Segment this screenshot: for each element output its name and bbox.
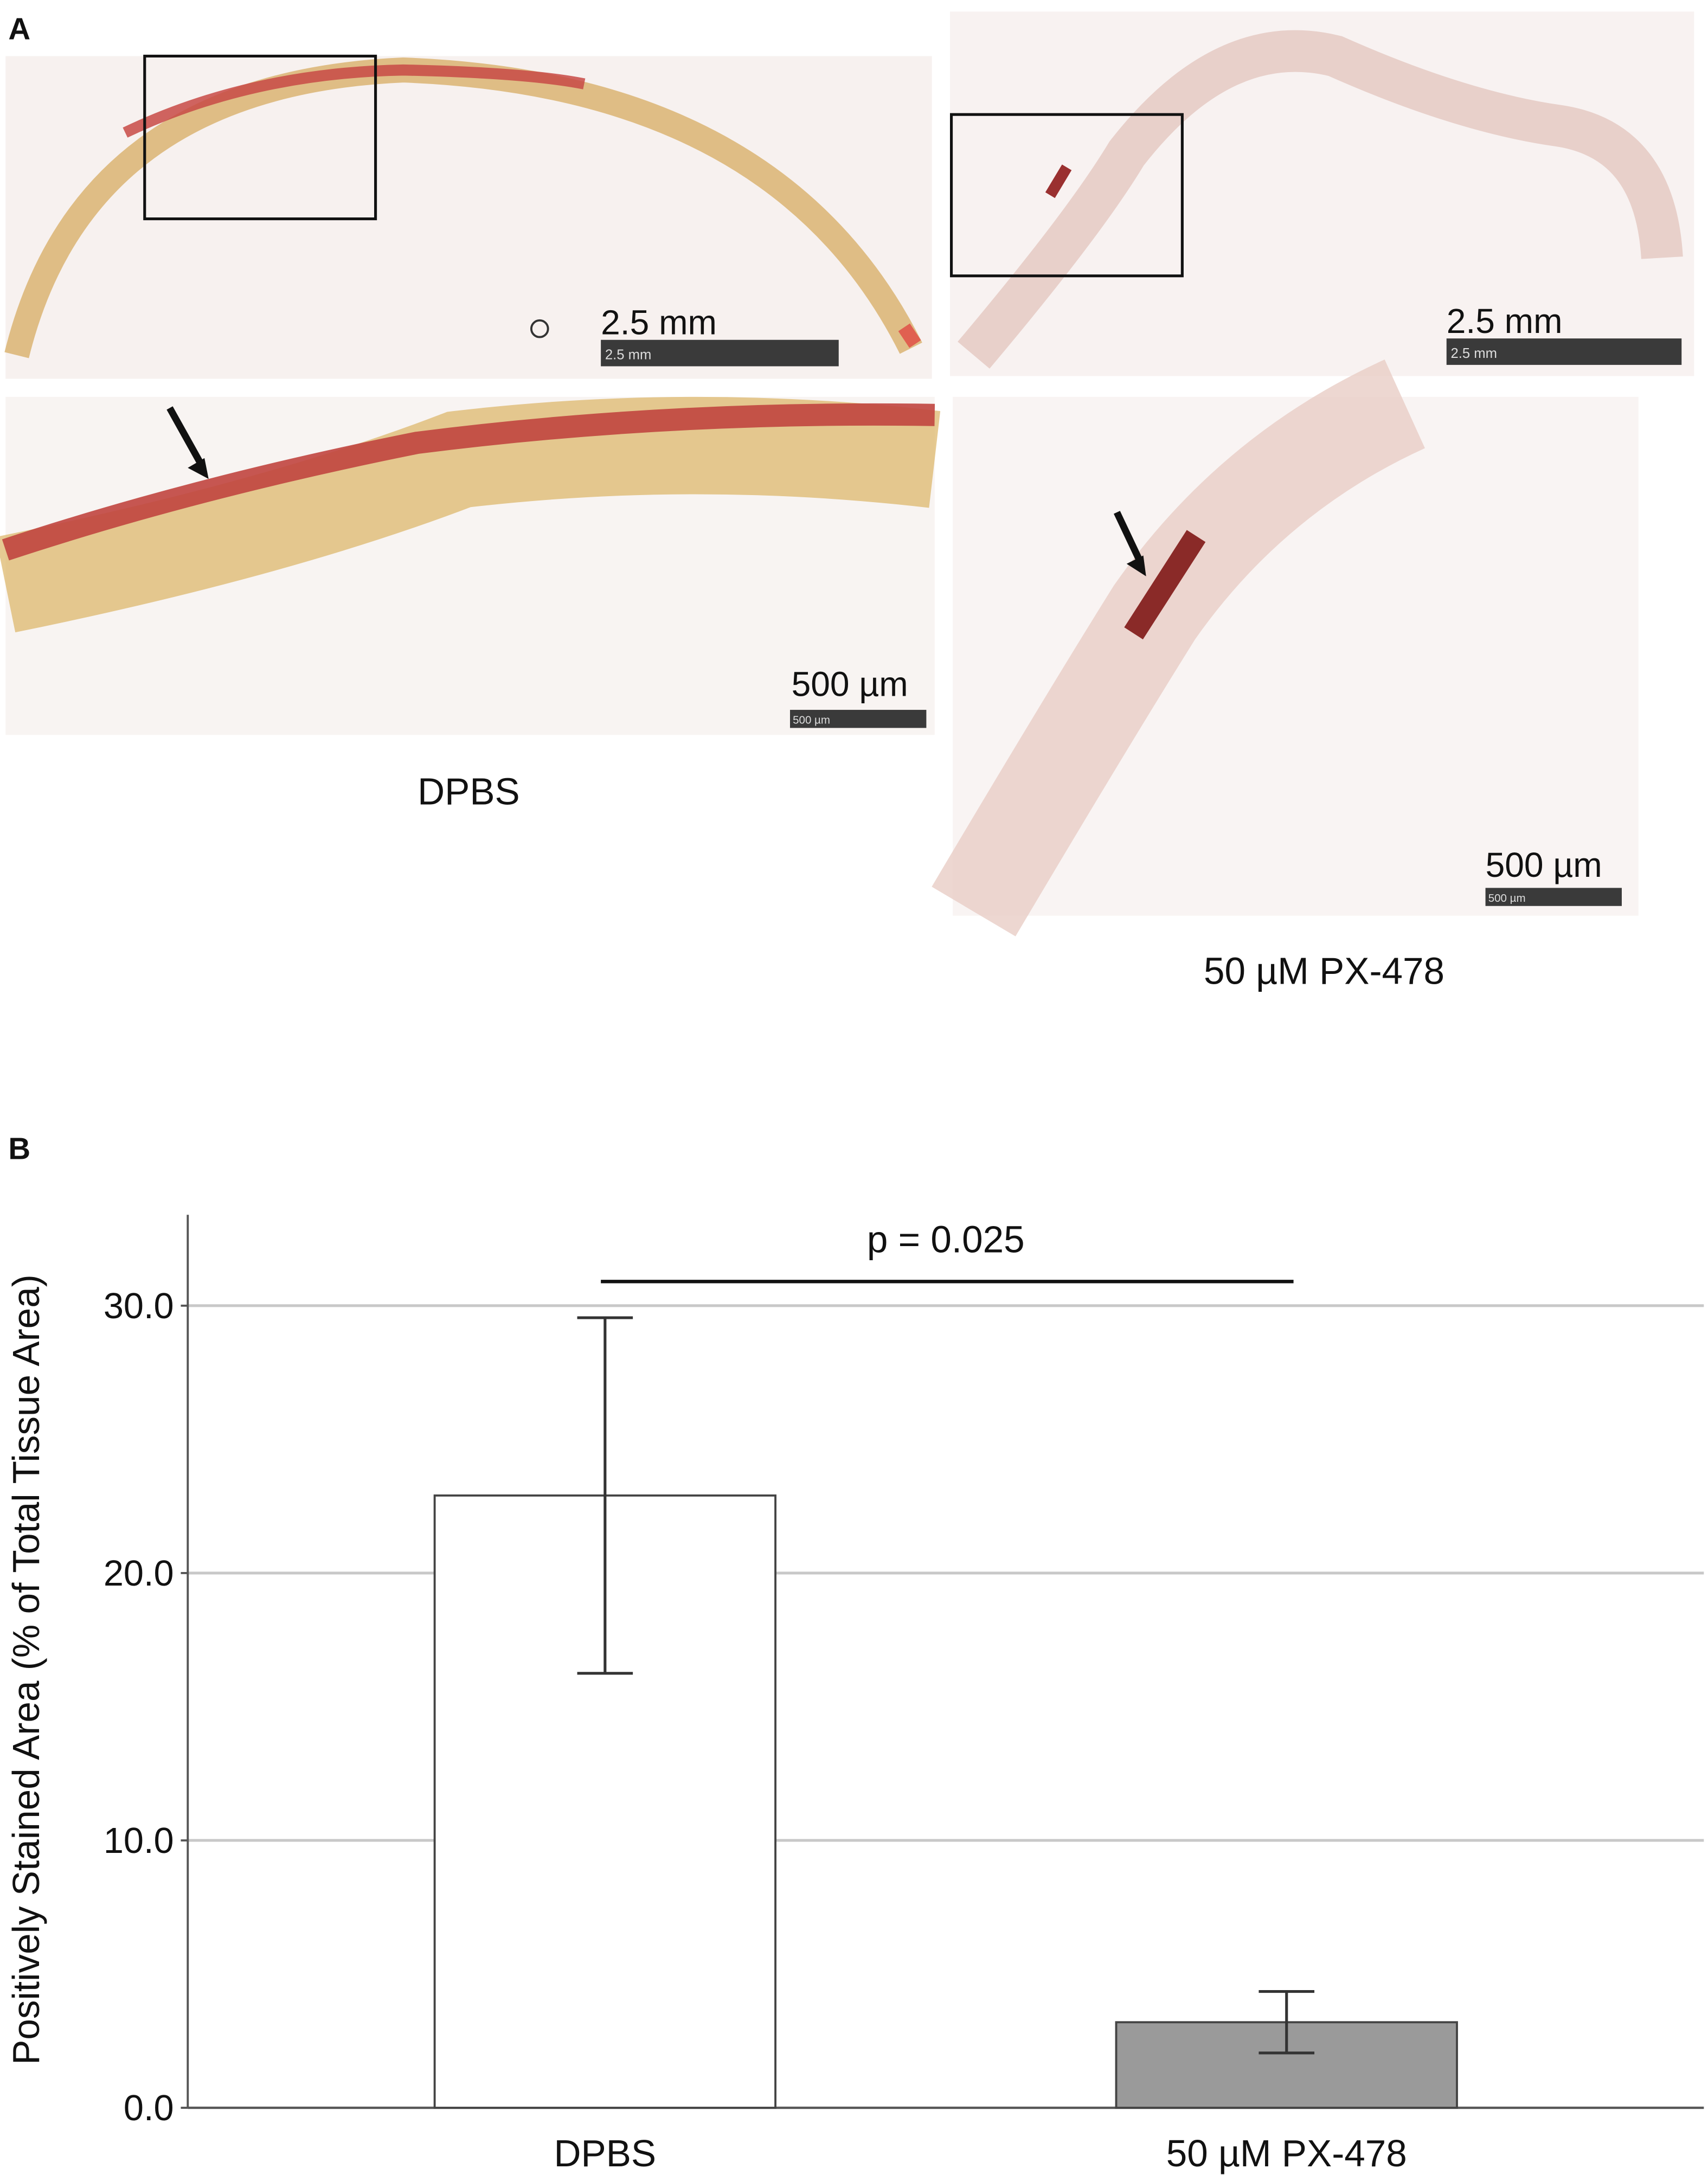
error-bar <box>577 1316 633 1675</box>
scale-text: 2.5 mm <box>1447 301 1563 341</box>
micrograph: 2.5 mm 2.5 mm <box>949 11 1694 376</box>
panel-label: A <box>8 12 30 46</box>
x-tick-label: DPBS <box>554 2132 657 2174</box>
panel-label: B <box>8 1132 30 1166</box>
micrograph: 2.5 mm 2.5 mm <box>4 54 932 379</box>
scale-bar-text: 500 µm <box>1488 892 1526 904</box>
y-tick-label: 30.0 <box>104 1286 174 1326</box>
error-bar <box>1258 1990 1315 2055</box>
scale-text: 2.5 mm <box>601 303 717 342</box>
y-tick-label: 20.0 <box>104 1554 174 1594</box>
scale-bar-text: 2.5 mm <box>605 348 652 363</box>
annotation: p = 0.025 <box>867 1218 1025 1260</box>
scale-bar-text: 500 µm <box>793 714 830 727</box>
y-tick-label: 0.0 <box>124 2088 174 2128</box>
scale-bar-text: 2.5 mm <box>1450 346 1497 361</box>
caption: 50 µM PX-478 <box>1204 949 1444 992</box>
x-tick-label: 50 µM PX-478 <box>1166 2132 1407 2174</box>
y-axis-label: Positively Stained Area (% of Total Tiss… <box>5 1274 47 2065</box>
micrograph: 500 µm 500 µm <box>932 360 1639 936</box>
micrograph: 500 µm 500 µm <box>0 396 941 735</box>
scale-text: 500 µm <box>792 664 908 703</box>
y-tick-label: 10.0 <box>104 1821 174 1861</box>
caption: DPBS <box>418 770 520 812</box>
scale-text: 500 µm <box>1486 845 1602 884</box>
